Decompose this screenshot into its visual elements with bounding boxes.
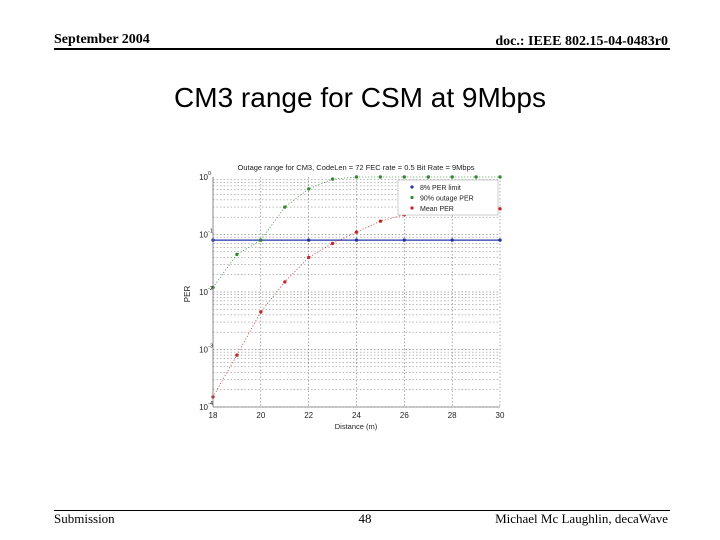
legend-label-per-limit: 8% PER limit xyxy=(420,185,461,192)
point-outage xyxy=(307,187,311,191)
point-mean xyxy=(259,310,263,314)
point-mean xyxy=(283,280,287,284)
footer-author: Michael Mc Laughlin, decaWave xyxy=(495,511,668,526)
y-tick-label-exp: -2 xyxy=(208,286,213,292)
y-tick-label-base: 10 xyxy=(199,231,208,240)
y-tick-label-base: 10 xyxy=(199,288,208,297)
footer-page-number: 48 xyxy=(358,511,372,526)
header-rule xyxy=(54,48,670,50)
x-tick-label: 30 xyxy=(496,411,505,420)
legend-label-outage: 90% outage PER xyxy=(420,196,474,203)
point-outage xyxy=(402,175,406,179)
y-tick-label-base: 10 xyxy=(199,346,208,355)
point-outage xyxy=(354,175,359,179)
legend-label-mean: Mean PER xyxy=(420,206,454,213)
chart-title: Outage range for CM3, CodeLen = 72 FEC r… xyxy=(237,163,474,172)
point-outage xyxy=(330,177,335,181)
x-tick-label: 22 xyxy=(304,411,313,420)
point-outage xyxy=(378,175,383,179)
y-tick-label-exp: -1 xyxy=(208,229,213,235)
point-mean xyxy=(378,219,383,223)
point-per-limit xyxy=(498,238,502,242)
y-tick-label-base: 10 xyxy=(199,403,208,412)
y-tick-label-base: 10 xyxy=(199,173,208,182)
x-tick-label: 28 xyxy=(448,411,457,420)
y-tick-label-exp: -3 xyxy=(208,344,213,350)
point-outage xyxy=(259,238,263,242)
header-date: September 2004 xyxy=(54,32,150,47)
legend-marker-outage xyxy=(410,195,414,200)
point-per-limit xyxy=(307,238,311,242)
slide-title: CM3 range for CSM at 9Mbps xyxy=(174,82,546,113)
axes xyxy=(212,177,500,408)
point-per-limit xyxy=(450,238,454,242)
legend-marker-mean xyxy=(410,206,414,210)
x-tick-label: 26 xyxy=(400,411,409,420)
point-outage xyxy=(235,252,239,257)
point-outage xyxy=(498,175,502,179)
point-mean xyxy=(498,207,502,211)
point-mean xyxy=(307,255,311,260)
header-doc-id: doc.: IEEE 802.15-04-0483r0 xyxy=(495,34,668,49)
legend: 8% PER limit 90% outage PER Mean PER xyxy=(397,179,499,216)
x-axis-label: Distance (m) xyxy=(335,422,378,431)
x-tick-labels: 18 20 22 24 26 28 30 xyxy=(209,411,505,420)
footer-submission: Submission xyxy=(54,511,115,526)
x-tick-label: 20 xyxy=(256,411,265,420)
point-per-limit xyxy=(402,238,406,242)
point-outage xyxy=(450,175,454,179)
point-mean xyxy=(330,241,335,246)
point-outage xyxy=(474,175,478,179)
point-mean xyxy=(235,353,239,357)
point-outage xyxy=(426,175,430,179)
point-per-limit xyxy=(354,238,359,242)
x-tick-label: 24 xyxy=(352,411,361,420)
legend-marker-per-limit xyxy=(410,185,414,189)
x-tick-label: 18 xyxy=(209,411,218,420)
y-tick-label-exp: 0 xyxy=(208,171,211,177)
y-axis-label: PER xyxy=(183,286,192,303)
point-outage xyxy=(283,205,287,209)
y-tick-label-exp: -4 xyxy=(208,401,213,407)
footer-rule xyxy=(54,510,670,511)
point-mean xyxy=(354,230,359,234)
legend-box xyxy=(397,179,499,216)
